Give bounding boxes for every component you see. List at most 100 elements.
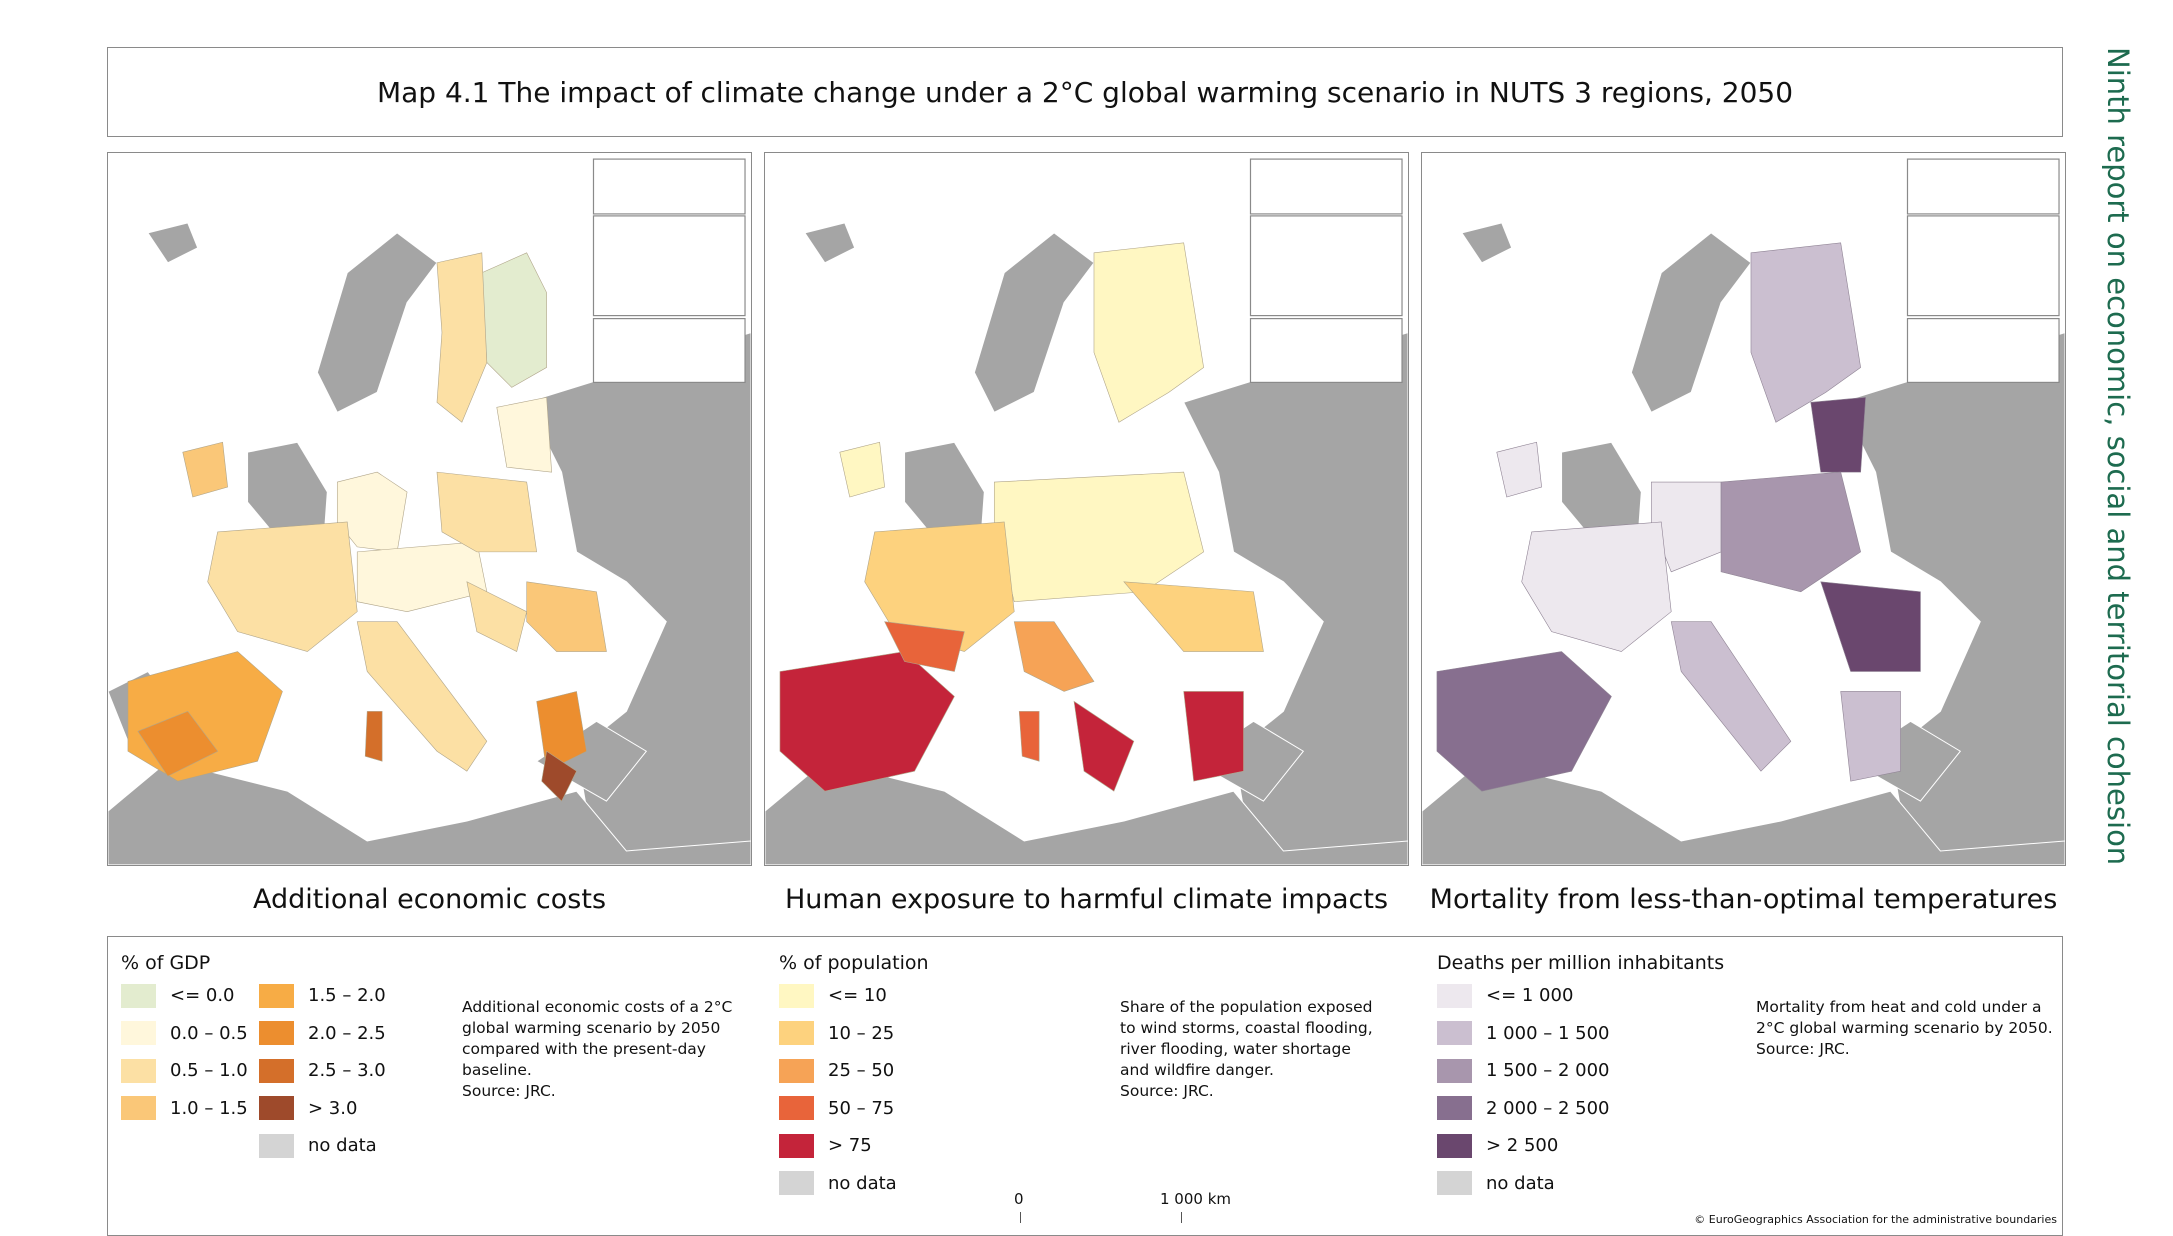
legend-swatch [259, 1058, 294, 1083]
legend-economic-col-2: 1.5 – 2.0 2.0 – 2.5 2.5 – 3.0 > 3.0 no d… [259, 977, 386, 1165]
legend-item: <= 1 000 [1437, 977, 1610, 1015]
legend-item: 2 000 – 2 500 [1437, 1090, 1610, 1128]
legend-swatch [779, 1133, 814, 1158]
legend-item: 10 – 25 [779, 1015, 897, 1053]
legend-label: 1 500 – 2 000 [1486, 1060, 1610, 1082]
legend-swatch [121, 1058, 156, 1083]
legend-swatch [779, 1171, 814, 1196]
legend-swatch [779, 983, 814, 1008]
legend-item: 2.0 – 2.5 [259, 1015, 386, 1053]
scale-tick-start [1020, 1212, 1021, 1223]
legend-swatch [259, 983, 294, 1008]
legend-title-deaths: Deaths per million inhabitants [1437, 952, 1725, 974]
legend-label: no data [828, 1172, 897, 1194]
background-land [108, 222, 751, 865]
legend-swatch [1437, 1171, 1472, 1196]
legend-swatch [259, 1133, 294, 1158]
legend-label: 25 – 50 [828, 1060, 895, 1082]
map-panel-economic-costs [107, 152, 752, 866]
europe-map-economic-costs [108, 158, 751, 865]
legend-swatch [1437, 1096, 1472, 1121]
legend-label: 1 000 – 1 500 [1486, 1022, 1610, 1044]
legend-note-exposure: Share of the population exposed to wind … [1120, 998, 1373, 1100]
legend-label: <= 1 000 [1486, 985, 1574, 1007]
legend-item: 1 500 – 2 000 [1437, 1052, 1610, 1090]
legend-box [107, 936, 2063, 1236]
panel-title-economic-costs: Additional economic costs [252, 884, 607, 915]
panel-title-mortality: Mortality from less-than-optimal tempera… [1429, 884, 2058, 915]
legend-item: 50 – 75 [779, 1090, 897, 1128]
legend-label: 2.0 – 2.5 [308, 1022, 386, 1044]
background-land [1422, 222, 2065, 865]
legend-item: <= 0.0 [121, 977, 248, 1015]
legend-swatch [779, 1058, 814, 1083]
scale-end-label: 1 000 km [1160, 1190, 1232, 1208]
legend-swatch [121, 1021, 156, 1046]
legend-item: > 3.0 [259, 1090, 386, 1128]
legend-item: 0.0 – 0.5 [121, 1015, 248, 1053]
map-title: Map 4.1 The impact of climate change und… [107, 47, 2063, 137]
legend-swatch [259, 1096, 294, 1121]
legend-item: 25 – 50 [779, 1052, 897, 1090]
legend-economic-col-1: <= 0.0 0.0 – 0.5 0.5 – 1.0 1.0 – 1.5 [121, 977, 248, 1127]
legend-swatch [779, 1021, 814, 1046]
europe-map-mortality [1422, 158, 2065, 865]
eu-regions [127, 252, 607, 802]
legend-label: > 2 500 [1486, 1135, 1559, 1157]
legend-label: > 3.0 [308, 1097, 358, 1119]
legend-item: 1.5 – 2.0 [259, 977, 386, 1015]
legend-item: 2.5 – 3.0 [259, 1052, 386, 1090]
scale-tick-end [1181, 1212, 1182, 1223]
legend-note-economic: Additional economic costs of a 2°C globa… [462, 998, 733, 1100]
legend-label: 0.5 – 1.0 [170, 1060, 248, 1082]
legend-swatch [121, 983, 156, 1008]
legend-item: <= 10 [779, 977, 897, 1015]
legend-swatch [1437, 1133, 1472, 1158]
legend-swatch [1437, 1021, 1472, 1046]
report-side-title-text: Ninth report on economic, social and ter… [2101, 47, 2135, 866]
legend-item: no data [779, 1165, 897, 1203]
legend-label: no data [308, 1135, 377, 1157]
legend-label: 1.5 – 2.0 [308, 985, 386, 1007]
legend-exposure-col: <= 10 10 – 25 25 – 50 50 – 75 > 75 no da… [779, 977, 897, 1202]
map-panel-mortality [1421, 152, 2066, 866]
legend-swatch [121, 1096, 156, 1121]
legend-label: <= 10 [828, 985, 887, 1007]
report-side-title: Ninth report on economic, social and ter… [2095, 47, 2143, 865]
legend-label: 50 – 75 [828, 1097, 895, 1119]
legend-label: 1.0 – 1.5 [170, 1097, 248, 1119]
eu-regions [1436, 242, 1921, 792]
legend-swatch [779, 1096, 814, 1121]
panel-title-human-exposure: Human exposure to harmful climate impact… [784, 884, 1389, 915]
legend-mortality-col: <= 1 000 1 000 – 1 500 1 500 – 2 000 2 0… [1437, 977, 1610, 1202]
legend-item: no data [1437, 1165, 1610, 1203]
inset-frames [1249, 158, 1403, 383]
legend-label: 10 – 25 [828, 1022, 895, 1044]
legend-item: > 2 500 [1437, 1127, 1610, 1165]
legend-item: no data [259, 1127, 386, 1165]
legend-swatch [259, 1021, 294, 1046]
scale-start-label: 0 [1014, 1190, 1024, 1208]
europe-map-human-exposure [765, 158, 1408, 865]
legend-title-gdp: % of GDP [121, 952, 211, 974]
legend-note-mortality: Mortality from heat and cold under a 2°C… [1756, 998, 2053, 1058]
legend-label: <= 0.0 [170, 985, 235, 1007]
legend-title-population: % of population [779, 952, 929, 974]
legend-label: 0.0 – 0.5 [170, 1022, 248, 1044]
inset-frames [1906, 158, 2060, 383]
legend-swatch [1437, 1058, 1472, 1083]
map-title-text: Map 4.1 The impact of climate change und… [376, 75, 1794, 109]
legend-label: 2 000 – 2 500 [1486, 1097, 1610, 1119]
legend-label: > 75 [828, 1135, 872, 1157]
legend-label: no data [1486, 1172, 1555, 1194]
legend-item: 1 000 – 1 500 [1437, 1015, 1610, 1053]
legend-item: > 75 [779, 1127, 897, 1165]
inset-frames [592, 158, 746, 383]
legend-label: 2.5 – 3.0 [308, 1060, 386, 1082]
map-panel-human-exposure [764, 152, 1409, 866]
eu-regions [779, 242, 1264, 792]
legend-item: 0.5 – 1.0 [121, 1052, 248, 1090]
legend-swatch [1437, 983, 1472, 1008]
legend-item: 1.0 – 1.5 [121, 1090, 248, 1128]
copyright-note: © EuroGeographics Association for the ad… [1694, 1213, 2057, 1226]
